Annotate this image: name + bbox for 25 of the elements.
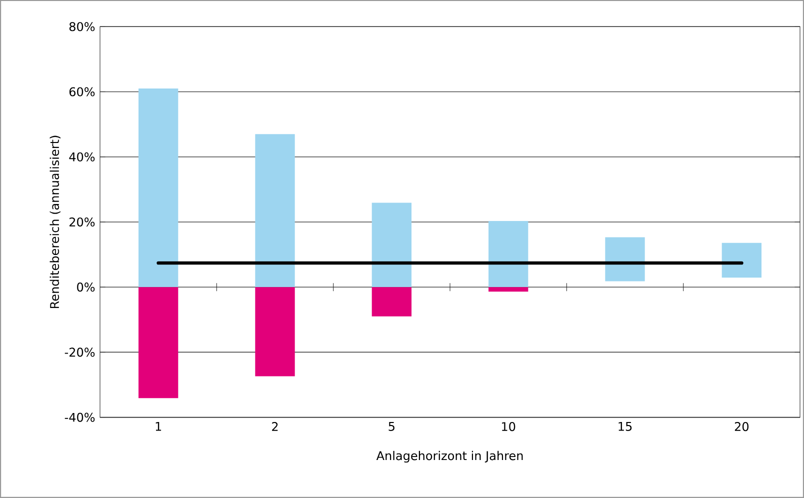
bar xyxy=(255,287,295,376)
y-tick-label: 80% xyxy=(69,22,95,32)
y-tick-label: 60% xyxy=(69,87,95,96)
bar xyxy=(138,287,178,398)
x-tick-label: 20 xyxy=(734,422,749,432)
y-tick-label: 0% xyxy=(77,282,95,292)
bar xyxy=(138,88,178,288)
bar xyxy=(488,221,528,288)
bar xyxy=(255,134,295,288)
bar xyxy=(488,287,528,292)
y-axis-title: Renditebereich (annualisiert) xyxy=(50,136,60,308)
x-axis-title: Anlagehorizont in Jahren xyxy=(376,450,523,463)
x-tick-label: 2 xyxy=(272,422,278,431)
bar xyxy=(372,202,412,288)
y-tick-label: 20% xyxy=(70,217,95,227)
x-tick-label: 15 xyxy=(618,422,632,431)
bar xyxy=(605,237,645,282)
bar xyxy=(372,287,412,316)
x-tick-label: 10 xyxy=(502,422,516,432)
y-tick-label: 40% xyxy=(69,152,95,162)
y-tick-label: -20% xyxy=(64,348,95,357)
bar xyxy=(722,242,762,278)
x-tick-label: 1 xyxy=(156,422,162,431)
x-tick-label: 5 xyxy=(388,422,394,431)
y-tick-label: -40% xyxy=(64,412,95,422)
